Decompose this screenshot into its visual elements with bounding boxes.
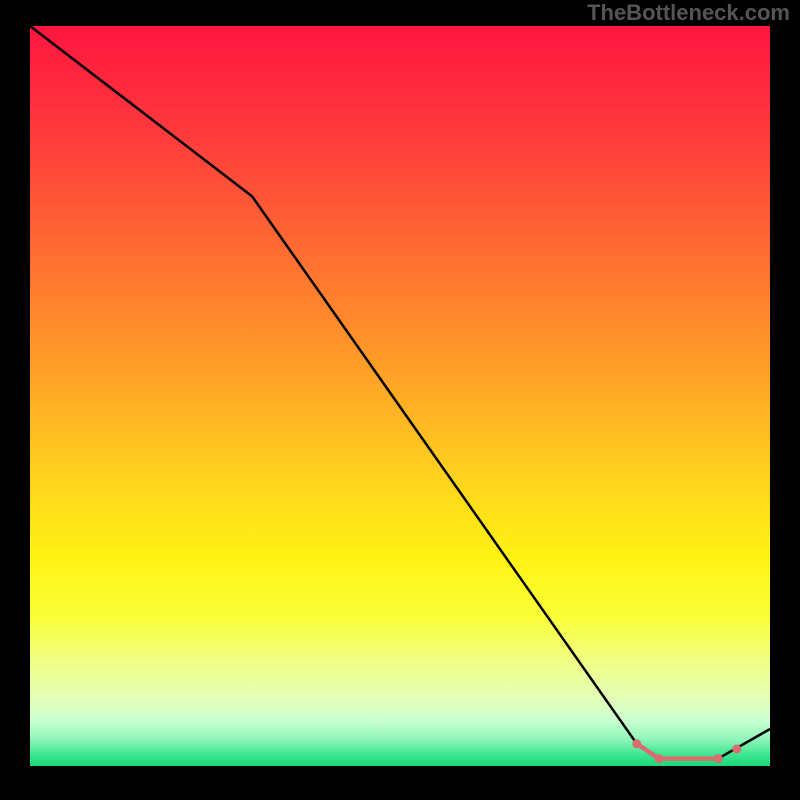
highlight-point — [714, 754, 723, 763]
highlight-end-point — [732, 744, 741, 753]
plot-background — [30, 26, 770, 766]
highlight-point — [632, 739, 641, 748]
bottleneck-chart — [0, 0, 800, 800]
watermark-text: TheBottleneck.com — [587, 0, 790, 26]
chart-container: TheBottleneck.com — [0, 0, 800, 800]
highlight-point — [655, 754, 664, 763]
